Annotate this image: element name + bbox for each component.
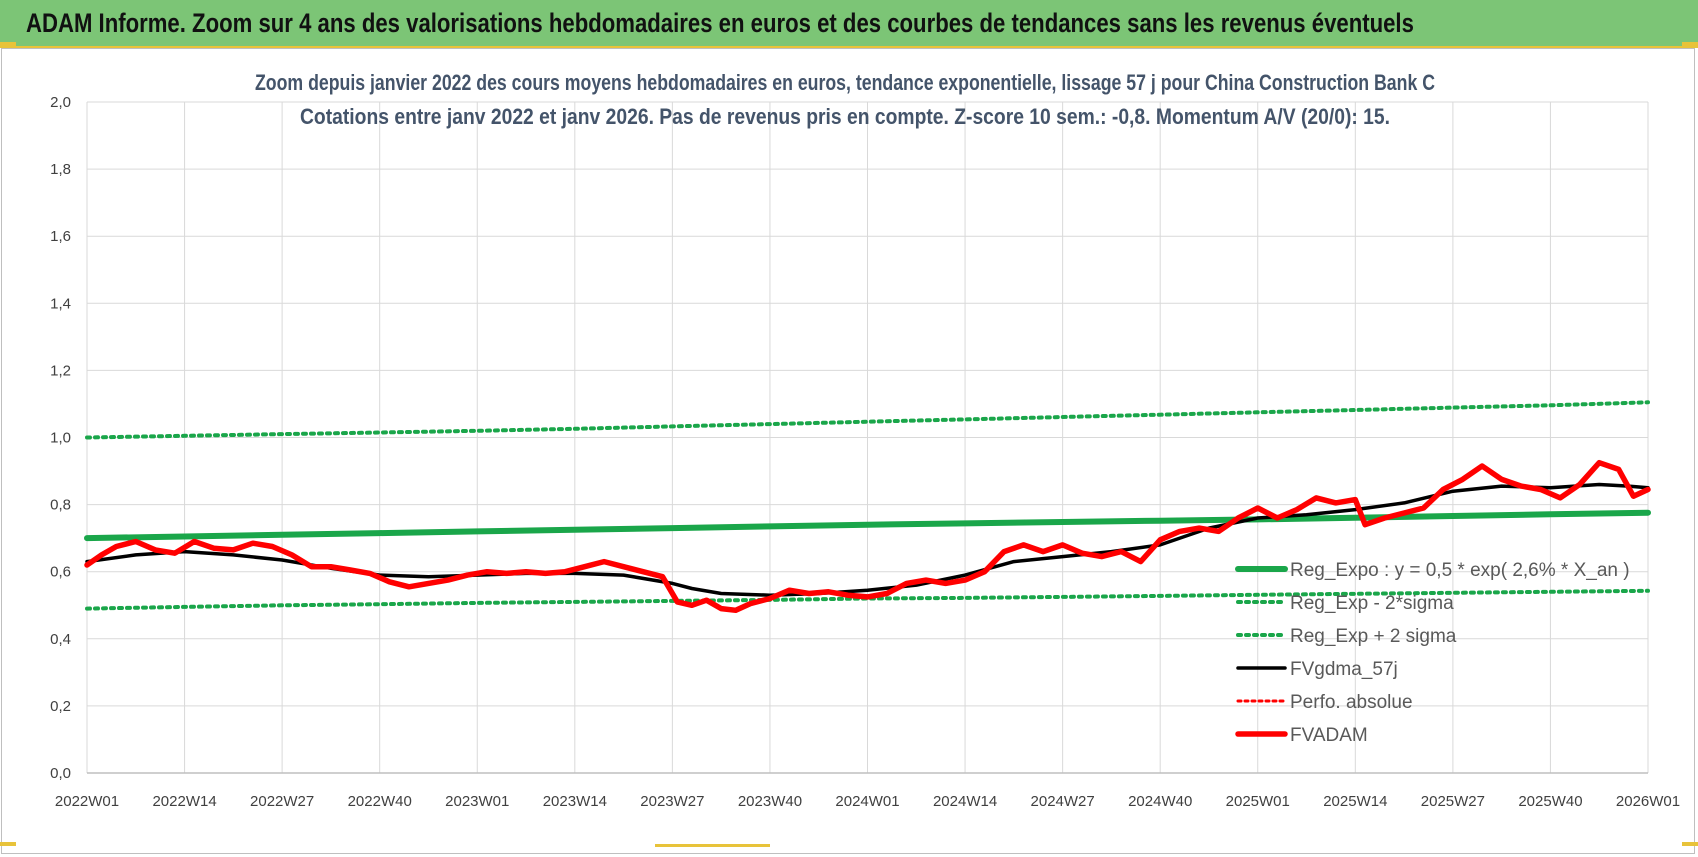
series-lines (84, 400, 1651, 614)
x-tick-label: 2022W40 (348, 793, 412, 810)
chart-title: Zoom depuis janvier 2022 des cours moyen… (255, 70, 1435, 95)
y-tick-label: 0,8 (50, 497, 71, 514)
x-tick-label: 2025W27 (1421, 793, 1485, 810)
y-axis-ticks: 0,0 0,2 0,4 0,6 0,8 1,0 1,2 1,4 1,6 1,8 2,0 (50, 94, 71, 782)
legend-label: Reg_Exp + 2 sigma (1290, 626, 1457, 647)
report-title: ADAM Informe. Zoom sur 4 ans des valoris… (26, 8, 1414, 38)
y-tick-label: 0,2 (50, 698, 71, 715)
x-tick-label: 2022W01 (55, 793, 119, 810)
x-tick-label: 2025W14 (1323, 793, 1387, 810)
x-tick-label: 2022W14 (152, 793, 216, 810)
y-tick-label: 1,4 (50, 295, 71, 312)
report-banner: ADAM Informe. Zoom sur 4 ans des valoris… (0, 0, 1698, 48)
x-tick-label: 2024W01 (835, 793, 899, 810)
x-tick-label: 2023W40 (738, 793, 802, 810)
legend-label: Reg_Exp - 2*sigma (1290, 593, 1454, 614)
x-tick-label: 2025W01 (1226, 793, 1290, 810)
y-tick-label: 0,4 (50, 631, 71, 648)
corner-mark-bottom-right (1682, 842, 1698, 846)
corner-mark-top-right (1682, 42, 1698, 46)
chart-legend: Reg_Expo : y = 0,5 * exp( 2,6% * X_an ) R… (1235, 560, 1630, 746)
x-axis-ticks: 2022W01 2022W14 2022W27 2022W40 2023W01 2023W… (55, 793, 1680, 810)
corner-mark-top-left (0, 42, 16, 46)
y-tick-label: 1,0 (50, 430, 71, 447)
x-tick-label: 2026W01 (1616, 793, 1680, 810)
y-tick-label: 0,0 (50, 765, 71, 782)
legend-label: FVgdma_57j (1290, 659, 1398, 680)
legend-label: FVADAM (1290, 725, 1368, 746)
legend-label: Reg_Expo : y = 0,5 * exp( 2,6% * X_an ) (1290, 560, 1630, 581)
x-tick-label: 2023W01 (445, 793, 509, 810)
y-tick-label: 0,6 (50, 564, 71, 581)
series-line-5 (84, 459, 1651, 614)
x-tick-label: 2024W40 (1128, 793, 1192, 810)
chart-subtitle: Cotations entre janv 2022 et janv 2026. … (300, 104, 1390, 129)
y-tick-label: 1,8 (50, 161, 71, 178)
x-tick-label: 2023W27 (640, 793, 704, 810)
x-tick-label: 2025W40 (1518, 793, 1582, 810)
y-tick-label: 2,0 (50, 94, 71, 111)
y-tick-label: 1,6 (50, 228, 71, 245)
series-line-2 (85, 400, 1650, 440)
x-tick-label: 2023W14 (543, 793, 607, 810)
chart-frame (1, 48, 1695, 854)
y-tick-label: 1,2 (50, 362, 71, 379)
corner-mark-bottom-left (0, 842, 16, 846)
x-tick-label: 2024W14 (933, 793, 997, 810)
x-tick-label: 2024W27 (1031, 793, 1095, 810)
bottom-accent-bar (655, 844, 770, 847)
x-tick-label: 2022W27 (250, 793, 314, 810)
legend-label: Perfo. absolue (1290, 692, 1413, 713)
grid-lines (86, 101, 1649, 774)
